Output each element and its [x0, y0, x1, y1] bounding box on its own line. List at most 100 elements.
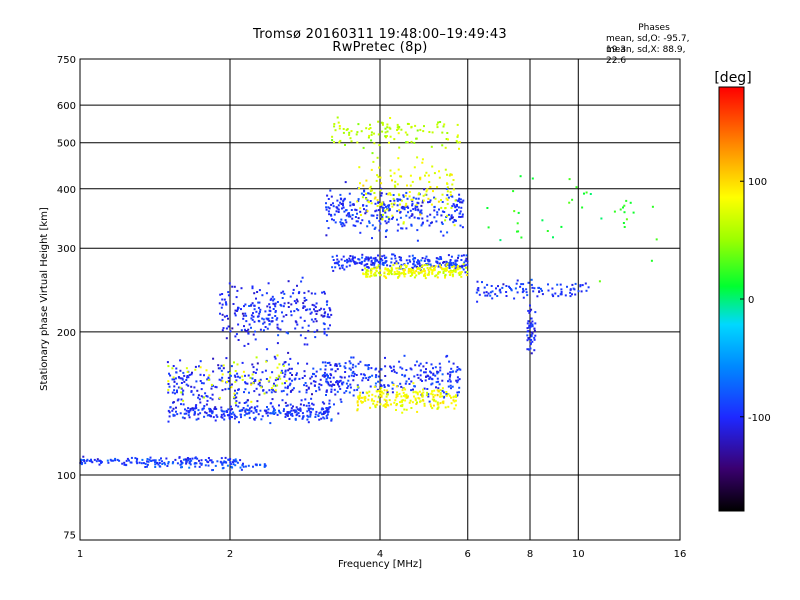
- echo-point: [359, 210, 362, 213]
- echo-point: [406, 396, 409, 399]
- echo-point: [234, 380, 237, 383]
- echo-point: [229, 415, 232, 418]
- echo-point: [395, 396, 398, 399]
- echo-point: [343, 198, 346, 201]
- echo-point: [261, 294, 264, 297]
- echo-point: [445, 268, 448, 271]
- echo-point: [255, 410, 258, 413]
- echo-point: [324, 311, 327, 314]
- echo-point: [273, 298, 276, 301]
- echo-point: [341, 382, 343, 385]
- echo-point: [448, 267, 451, 269]
- echo-point: [325, 410, 328, 413]
- echo-point: [172, 401, 175, 404]
- echo-point: [305, 404, 308, 407]
- echo-point: [259, 378, 262, 381]
- echo-point: [284, 401, 287, 404]
- echo-point: [243, 402, 246, 404]
- echo-point: [462, 199, 465, 202]
- echo-point: [529, 310, 532, 313]
- echo-point: [196, 457, 199, 460]
- echo-point: [136, 458, 138, 461]
- echo-point: [422, 221, 424, 224]
- echo-point: [221, 389, 224, 392]
- echo-point: [399, 216, 402, 219]
- echo-point: [455, 395, 458, 398]
- echo-point: [419, 213, 422, 216]
- echo-point: [388, 218, 391, 221]
- echo-point: [335, 365, 338, 367]
- echo-point: [456, 369, 459, 372]
- echo-point: [446, 194, 449, 197]
- echo-point: [308, 404, 311, 407]
- echo-point: [403, 275, 406, 278]
- echo-point: [369, 185, 372, 188]
- echo-point: [337, 211, 340, 213]
- echo-point: [377, 254, 379, 257]
- echo-point: [419, 362, 422, 365]
- echo-point: [348, 391, 351, 394]
- echo-point: [168, 411, 171, 414]
- echo-point: [402, 195, 405, 198]
- echo-point: [444, 406, 447, 409]
- echo-point: [450, 206, 453, 209]
- echo-point: [446, 202, 449, 205]
- echo-point: [388, 399, 391, 402]
- echo-point: [440, 206, 443, 209]
- echo-point: [463, 261, 466, 264]
- echo-point: [451, 385, 454, 388]
- echo-point: [254, 371, 257, 374]
- echo-point: [172, 407, 175, 410]
- echo-point: [413, 216, 416, 219]
- echo-point: [402, 271, 405, 273]
- echo-point: [457, 254, 460, 257]
- echo-point: [380, 379, 383, 382]
- echo-point: [229, 405, 232, 408]
- echo-point: [226, 464, 229, 467]
- echo-point: [354, 208, 357, 211]
- echo-point: [363, 264, 366, 267]
- echo-point: [365, 179, 368, 182]
- echo-point: [454, 269, 457, 272]
- echo-point: [255, 368, 258, 371]
- echo-point: [324, 368, 327, 371]
- echo-point: [315, 390, 318, 393]
- echo-point: [242, 465, 245, 468]
- echo-point: [340, 400, 343, 403]
- echo-point: [357, 123, 360, 126]
- echo-point: [401, 405, 404, 408]
- echo-point: [175, 367, 178, 370]
- echo-point: [623, 204, 626, 207]
- echo-point: [232, 411, 235, 414]
- echo-point: [240, 416, 242, 419]
- echo-point: [458, 212, 461, 215]
- echo-point: [427, 268, 430, 271]
- echo-point: [357, 258, 360, 261]
- echo-point: [623, 211, 626, 214]
- echo-point: [577, 290, 580, 293]
- echo-point: [254, 409, 257, 412]
- echo-point: [433, 267, 436, 270]
- echo-point: [310, 382, 313, 385]
- echo-point: [135, 460, 138, 463]
- echo-point: [370, 399, 373, 402]
- echo-point: [338, 267, 341, 270]
- echo-point: [83, 459, 85, 461]
- echo-point: [433, 265, 436, 268]
- echo-point: [426, 215, 429, 218]
- echo-point: [530, 308, 533, 311]
- echo-point: [357, 187, 360, 190]
- echo-point: [214, 419, 217, 422]
- echo-point: [531, 332, 534, 335]
- echo-point: [221, 373, 224, 376]
- echo-point: [340, 258, 343, 261]
- echo-point: [385, 268, 388, 271]
- echo-point: [235, 416, 238, 419]
- echo-point: [277, 334, 280, 337]
- echo-point: [363, 398, 366, 401]
- echo-point: [486, 283, 489, 286]
- echo-point: [158, 459, 161, 462]
- echo-point: [411, 401, 414, 404]
- echo-point: [304, 398, 307, 401]
- echo-point: [233, 417, 236, 420]
